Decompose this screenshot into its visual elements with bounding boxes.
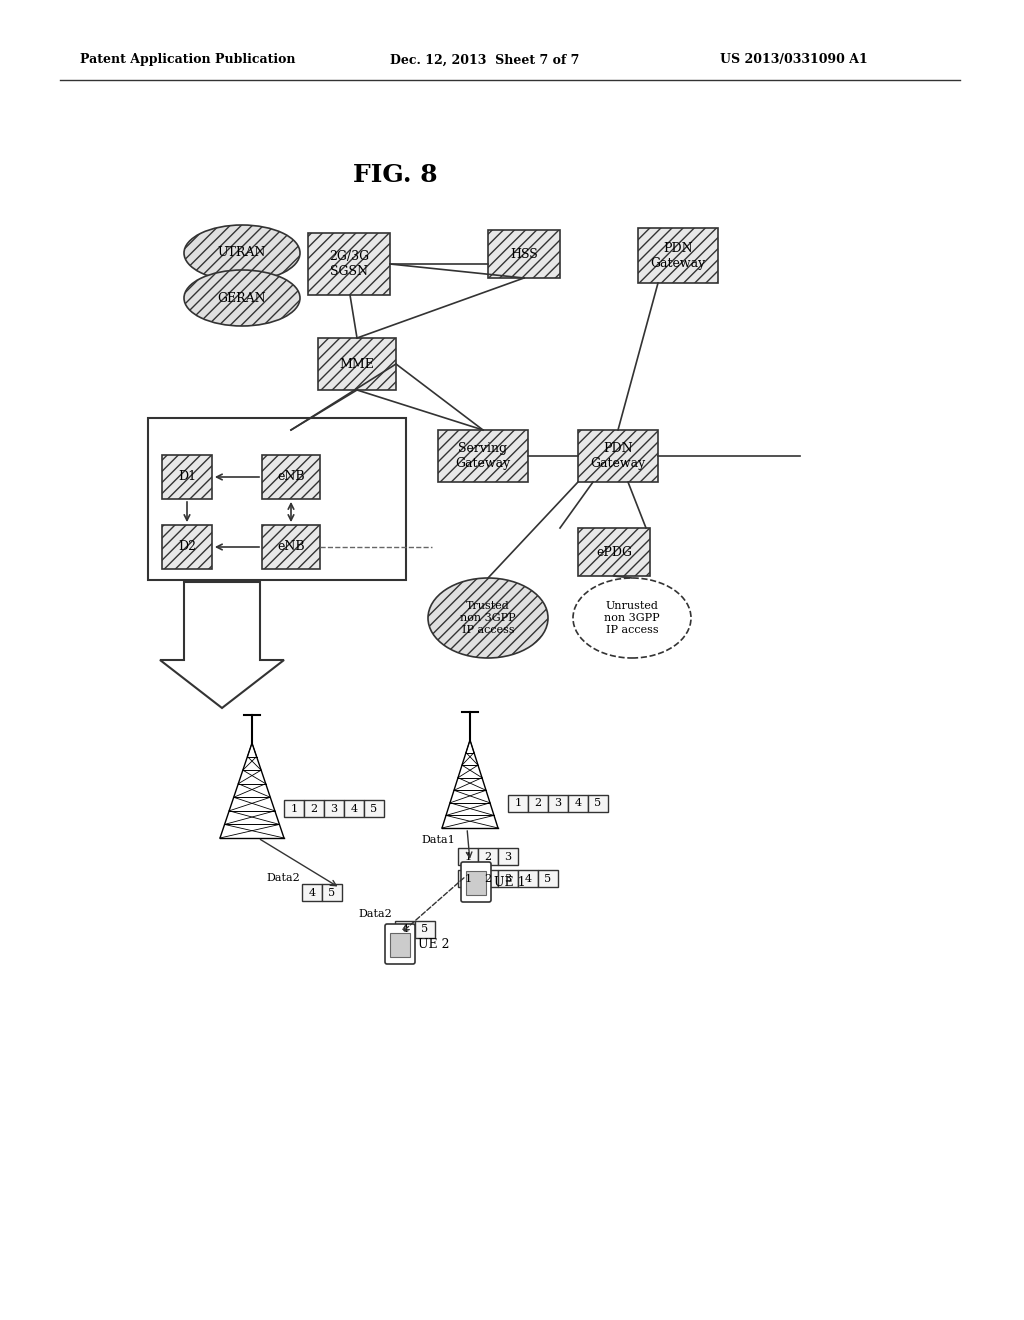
- Text: eNB: eNB: [278, 540, 305, 553]
- FancyBboxPatch shape: [578, 528, 650, 576]
- Text: 1: 1: [291, 804, 298, 813]
- Text: UE 2: UE 2: [418, 937, 450, 950]
- Text: Unrusted
non 3GPP
IP access: Unrusted non 3GPP IP access: [604, 602, 659, 635]
- Text: Trusted
non 3GPP
IP access: Trusted non 3GPP IP access: [460, 602, 516, 635]
- FancyBboxPatch shape: [498, 847, 518, 865]
- Text: 3: 3: [331, 804, 338, 813]
- FancyBboxPatch shape: [262, 525, 319, 569]
- FancyBboxPatch shape: [488, 230, 560, 279]
- FancyBboxPatch shape: [364, 800, 384, 817]
- FancyBboxPatch shape: [638, 228, 718, 282]
- FancyBboxPatch shape: [344, 800, 364, 817]
- FancyBboxPatch shape: [568, 795, 588, 812]
- FancyBboxPatch shape: [395, 921, 415, 939]
- FancyBboxPatch shape: [324, 800, 344, 817]
- Text: Data2: Data2: [358, 909, 392, 919]
- FancyBboxPatch shape: [478, 847, 498, 865]
- FancyBboxPatch shape: [385, 924, 415, 964]
- Text: 4: 4: [308, 887, 315, 898]
- FancyBboxPatch shape: [498, 870, 518, 887]
- FancyBboxPatch shape: [322, 884, 342, 902]
- Text: Dec. 12, 2013  Sheet 7 of 7: Dec. 12, 2013 Sheet 7 of 7: [390, 54, 580, 66]
- Text: D1: D1: [178, 470, 196, 483]
- FancyBboxPatch shape: [458, 847, 478, 865]
- FancyBboxPatch shape: [466, 871, 486, 895]
- Text: PDN
Gateway: PDN Gateway: [650, 242, 706, 269]
- FancyBboxPatch shape: [588, 795, 608, 812]
- Text: PDN
Gateway: PDN Gateway: [591, 442, 645, 470]
- FancyBboxPatch shape: [528, 795, 548, 812]
- Text: eNB: eNB: [278, 470, 305, 483]
- Ellipse shape: [184, 271, 300, 326]
- FancyBboxPatch shape: [508, 795, 528, 812]
- FancyBboxPatch shape: [415, 921, 435, 939]
- Text: 1: 1: [465, 851, 472, 862]
- FancyBboxPatch shape: [538, 870, 558, 887]
- FancyBboxPatch shape: [461, 862, 490, 902]
- Text: 1: 1: [465, 874, 472, 883]
- Text: UE 1: UE 1: [494, 875, 525, 888]
- FancyBboxPatch shape: [284, 800, 304, 817]
- FancyBboxPatch shape: [304, 800, 324, 817]
- Text: Patent Application Publication: Patent Application Publication: [80, 54, 296, 66]
- Text: UTRAN: UTRAN: [218, 247, 266, 260]
- FancyBboxPatch shape: [518, 870, 538, 887]
- Text: 5: 5: [371, 804, 378, 813]
- FancyBboxPatch shape: [548, 795, 568, 812]
- Text: MME: MME: [340, 358, 375, 371]
- FancyBboxPatch shape: [302, 884, 322, 902]
- FancyBboxPatch shape: [162, 455, 212, 499]
- Text: 4: 4: [574, 799, 582, 808]
- FancyBboxPatch shape: [578, 430, 658, 482]
- Ellipse shape: [184, 224, 300, 281]
- Polygon shape: [160, 582, 284, 708]
- FancyBboxPatch shape: [478, 870, 498, 887]
- Text: 2: 2: [535, 799, 542, 808]
- FancyBboxPatch shape: [318, 338, 396, 389]
- Text: Data2: Data2: [266, 873, 300, 883]
- Text: 2: 2: [484, 851, 492, 862]
- FancyBboxPatch shape: [438, 430, 528, 482]
- Text: 3: 3: [505, 851, 512, 862]
- Text: Data1: Data1: [421, 836, 455, 845]
- Text: 5: 5: [329, 887, 336, 898]
- Text: 1: 1: [514, 799, 521, 808]
- Text: 5: 5: [545, 874, 552, 883]
- Text: 4: 4: [350, 804, 357, 813]
- FancyBboxPatch shape: [458, 870, 478, 887]
- FancyBboxPatch shape: [262, 455, 319, 499]
- Text: 3: 3: [505, 874, 512, 883]
- Text: D2: D2: [178, 540, 196, 553]
- Ellipse shape: [428, 578, 548, 657]
- Text: 2G/3G
SGSN: 2G/3G SGSN: [329, 249, 369, 279]
- Text: US 2013/0331090 A1: US 2013/0331090 A1: [720, 54, 867, 66]
- Text: HSS: HSS: [510, 248, 538, 260]
- Text: 2: 2: [310, 804, 317, 813]
- FancyBboxPatch shape: [162, 525, 212, 569]
- Text: 4: 4: [401, 924, 409, 935]
- Text: 3: 3: [554, 799, 561, 808]
- FancyBboxPatch shape: [390, 933, 410, 957]
- Text: FIG. 8: FIG. 8: [352, 162, 437, 187]
- Text: 4: 4: [524, 874, 531, 883]
- Text: 5: 5: [422, 924, 429, 935]
- Text: 5: 5: [595, 799, 601, 808]
- Ellipse shape: [573, 578, 691, 657]
- Text: ePDG: ePDG: [596, 545, 632, 558]
- FancyBboxPatch shape: [308, 234, 390, 294]
- Text: Serving
Gateway: Serving Gateway: [456, 442, 511, 470]
- Text: 2: 2: [484, 874, 492, 883]
- Text: GERAN: GERAN: [218, 292, 266, 305]
